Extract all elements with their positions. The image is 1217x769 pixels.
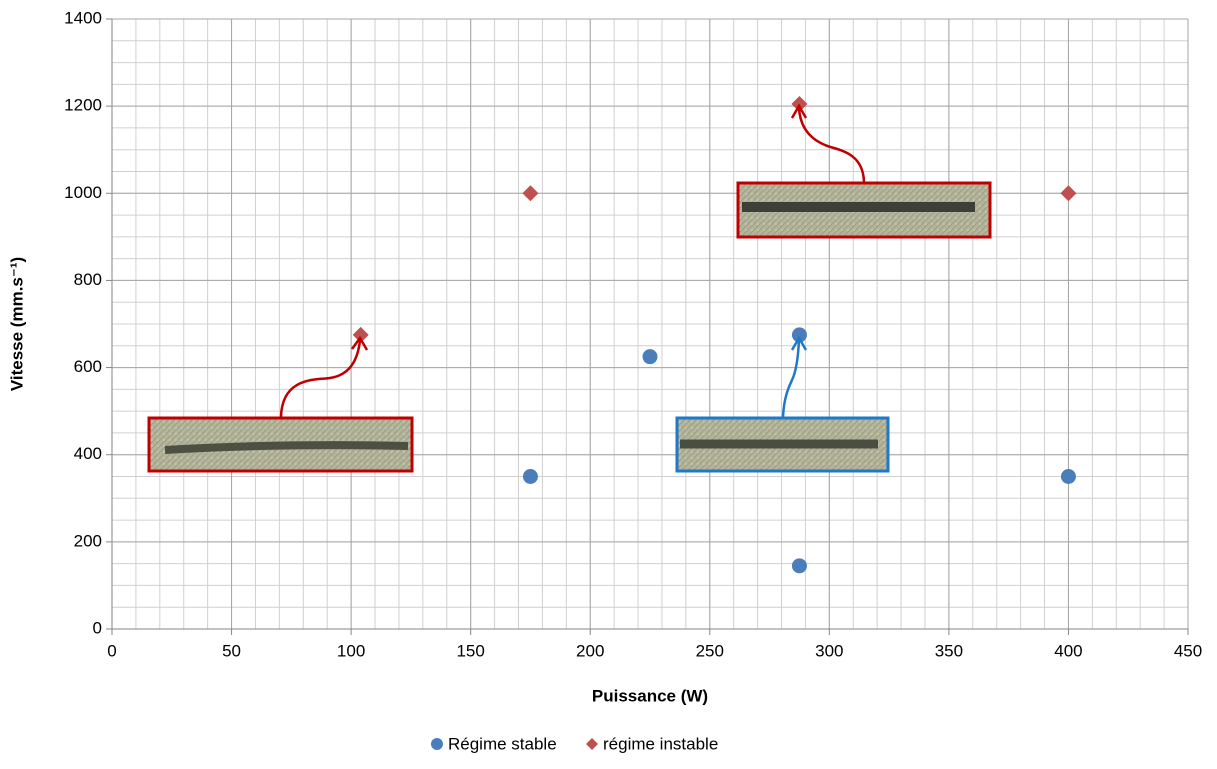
y-axis-title: Vitesse (mm.s⁻¹) [7, 257, 26, 391]
x-tick-label: 50 [222, 641, 241, 660]
arrow [797, 107, 866, 183]
x-tick-label: 350 [935, 641, 963, 660]
y-tick-label: 600 [74, 357, 102, 376]
point [791, 558, 807, 574]
arrow-head [350, 335, 369, 351]
arrow [781, 339, 801, 418]
legend-label: Régime stable [448, 734, 557, 753]
y-tick-label: 400 [74, 444, 102, 463]
x-tick-label: 450 [1174, 641, 1202, 660]
point [1060, 185, 1077, 202]
legend-label: régime instable [603, 734, 718, 753]
point [522, 469, 538, 484]
y-tick-label: 200 [74, 531, 102, 550]
marks [352, 95, 1077, 574]
x-tick-label: 400 [1054, 641, 1082, 660]
x-axis-title: Puissance (W) [592, 686, 708, 705]
x-tick-label: 150 [456, 641, 484, 660]
legend: Régime stable régime instable [431, 734, 718, 753]
point [352, 326, 369, 343]
arrow-head [790, 335, 808, 351]
point [791, 327, 807, 343]
point [791, 95, 808, 112]
point [1060, 469, 1076, 484]
weld-track [164, 441, 409, 454]
legend-marker [586, 738, 598, 750]
arrow [279, 339, 362, 418]
axes: 0 50 100 150 200 250 300 350 400 450 0 200 400 600 800… [64, 8, 1202, 660]
x-tick-label: 200 [576, 641, 604, 660]
y-tick-label: 0 [93, 618, 102, 637]
y-tick-label: 1000 [64, 183, 102, 202]
x-tick-label: 250 [696, 641, 724, 660]
y-tick-label: 1200 [64, 96, 102, 115]
point [642, 349, 658, 365]
x-tick-label: 0 [107, 641, 116, 660]
y-tick-label: 1400 [64, 8, 102, 27]
legend-marker [431, 738, 443, 750]
x-tick-label: 100 [337, 641, 365, 660]
insets [147, 103, 992, 473]
y-tick-label: 800 [74, 270, 102, 289]
x-tick-label: 300 [815, 641, 843, 660]
grid [111, 18, 1189, 630]
point [522, 185, 539, 202]
arrow-head [790, 103, 808, 119]
